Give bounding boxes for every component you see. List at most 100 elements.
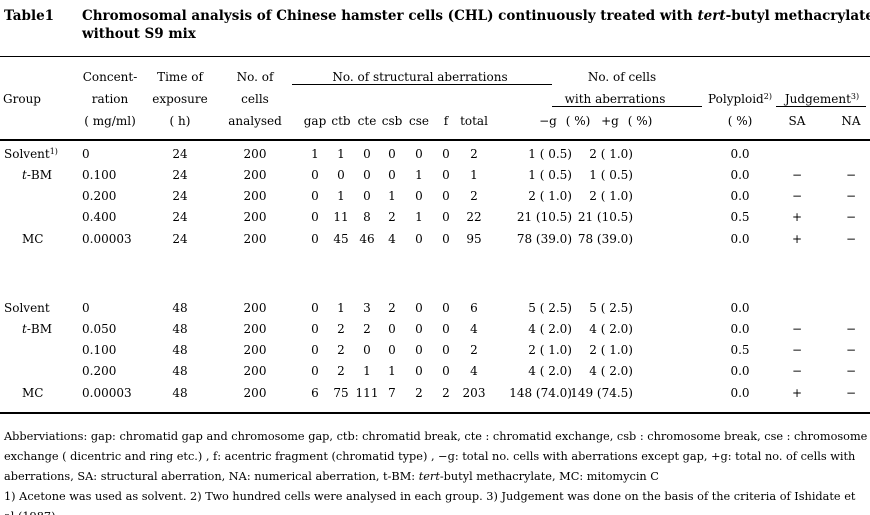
- cell-cse: 1: [415, 168, 423, 182]
- cell-minus-g: 4 ( 2.0): [528, 322, 572, 336]
- cell-cte: 111: [355, 386, 379, 400]
- cell-na: −: [845, 189, 857, 203]
- footnote-ref: 3): [850, 92, 860, 101]
- cell-cells-analysed: 200: [243, 364, 267, 378]
- cell-plus-g: 5 ( 2.5): [589, 301, 633, 315]
- header-with-ab: No. of cells: [587, 70, 657, 84]
- cell-plus-g: 4 ( 2.0): [589, 364, 633, 378]
- cell-total: 6: [470, 301, 478, 315]
- cell-f: 0: [442, 232, 450, 246]
- cell-cte: 46: [359, 232, 375, 246]
- cell-gap: 0: [311, 301, 319, 315]
- cell-sa: +: [791, 386, 803, 400]
- cell-concentration: 0.400: [82, 210, 117, 224]
- cell-plus-g: 149 (74.5): [570, 386, 633, 400]
- cell-polyploid: 0.5: [730, 210, 750, 224]
- cell-cells-analysed: 200: [243, 147, 267, 161]
- cell-ctb: 75: [333, 386, 349, 400]
- cell-concentration: 0.00003: [82, 386, 132, 400]
- cell-time: 24: [172, 210, 188, 224]
- cell-total: 2: [470, 147, 478, 161]
- cell-f: 0: [442, 364, 450, 378]
- cell-plus-g: 2 ( 1.0): [589, 343, 633, 357]
- cell-f: 0: [442, 322, 450, 336]
- group-name: Solvent: [4, 147, 50, 161]
- cell-cells-analysed: 200: [243, 210, 267, 224]
- cell-group: MC: [22, 232, 43, 246]
- cell-cse: 0: [415, 343, 423, 357]
- cell-minus-g: 148 (74.0): [509, 386, 572, 400]
- header-ctb: ctb: [331, 114, 351, 128]
- cell-sa: −: [791, 322, 803, 336]
- cell-ctb: 1: [337, 301, 345, 315]
- cell-time: 24: [172, 147, 188, 161]
- cell-ctb: 45: [333, 232, 349, 246]
- cell-concentration: 0: [82, 147, 90, 161]
- header-cells: analysed: [228, 114, 282, 128]
- cell-cte: 2: [363, 322, 371, 336]
- header-sa: SA: [788, 114, 806, 128]
- cell-total: 1: [470, 168, 478, 182]
- cell-cse: 0: [415, 232, 423, 246]
- header-cells: No. of: [236, 70, 274, 84]
- cell-na: −: [845, 386, 857, 400]
- cell-cse: 0: [415, 322, 423, 336]
- header-polyploid-unit: ( %): [727, 114, 753, 128]
- cell-na: −: [845, 322, 857, 336]
- cell-minus-g: 2 ( 1.0): [528, 189, 572, 203]
- cell-group: t-BM: [22, 322, 52, 336]
- cell-csb: 7: [388, 386, 396, 400]
- cell-polyploid: 0.0: [730, 232, 750, 246]
- cell-gap: 0: [311, 343, 319, 357]
- cell-gap: 0: [311, 189, 319, 203]
- cell-time: 48: [172, 322, 188, 336]
- cell-ctb: 11: [333, 210, 349, 224]
- cell-f: 0: [442, 147, 450, 161]
- cell-concentration: 0.100: [82, 168, 117, 182]
- cell-polyploid: 0.0: [730, 147, 750, 161]
- cell-time: 24: [172, 189, 188, 203]
- cell-f: 0: [442, 189, 450, 203]
- cell-total: 2: [470, 343, 478, 357]
- cell-cte: 1: [363, 364, 371, 378]
- cell-csb: 1: [388, 189, 396, 203]
- group-name: MC: [22, 232, 44, 246]
- header-total: total: [460, 114, 488, 128]
- header-conc: Concent-: [82, 70, 138, 84]
- cell-time: 48: [172, 386, 188, 400]
- header-judgement: Judgement3): [785, 92, 859, 106]
- cell-concentration: 0.200: [82, 189, 117, 203]
- cell-cells-analysed: 200: [243, 168, 267, 182]
- header-rule: [0, 139, 870, 141]
- cell-polyploid: 0.0: [730, 322, 750, 336]
- cell-na: −: [845, 232, 857, 246]
- header-group: Group: [3, 92, 41, 106]
- cell-cte: 0: [363, 189, 371, 203]
- cell-minus-g: 4 ( 2.0): [528, 364, 572, 378]
- header-polyploid: Polyploid2): [708, 92, 772, 106]
- header-with-ab: with aberrations: [564, 92, 666, 106]
- table-label: Table1: [4, 8, 55, 24]
- cell-cte: 3: [363, 301, 371, 315]
- cell-gap: 1: [311, 147, 319, 161]
- header-conc: ( mg/ml): [84, 114, 136, 128]
- header-with-ab-col: ( %): [627, 114, 653, 128]
- cell-sa: +: [791, 232, 803, 246]
- cell-concentration: 0.200: [82, 364, 117, 378]
- cell-plus-g: 2 ( 1.0): [589, 147, 633, 161]
- cell-plus-g: 2 ( 1.0): [589, 189, 633, 203]
- header-na: NA: [841, 114, 861, 128]
- cell-cse: 2: [415, 386, 423, 400]
- cell-total: 95: [466, 232, 482, 246]
- group-name: t-BM: [22, 322, 52, 336]
- note-italic: tert: [418, 470, 440, 483]
- cell-polyploid: 0.0: [730, 301, 750, 315]
- with-ab-rule: [552, 106, 702, 107]
- header-time: ( h): [169, 114, 191, 128]
- cell-plus-g: 78 (39.0): [577, 232, 633, 246]
- cell-group: t-BM: [22, 168, 52, 182]
- cell-f: 0: [442, 168, 450, 182]
- cell-minus-g: 78 (39.0): [516, 232, 572, 246]
- cell-sa: +: [791, 210, 803, 224]
